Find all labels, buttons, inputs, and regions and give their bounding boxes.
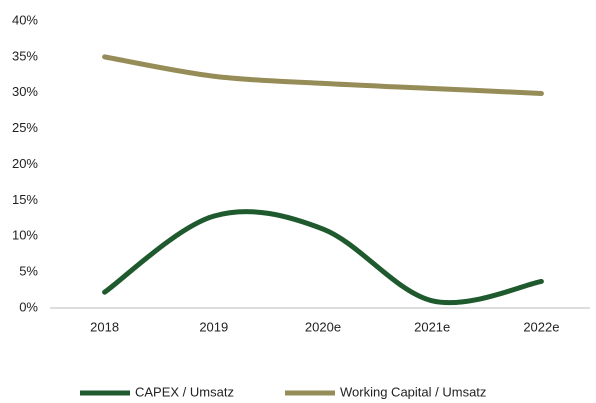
x-tick-label: 2018 bbox=[90, 319, 119, 334]
y-tick-label: 25% bbox=[12, 120, 38, 135]
y-tick-label: 20% bbox=[12, 156, 38, 171]
x-tick-label: 2021e bbox=[414, 319, 450, 334]
x-tick-label: 2019 bbox=[199, 319, 228, 334]
y-tick-label: 30% bbox=[12, 84, 38, 99]
x-tick-label: 2022e bbox=[523, 319, 559, 334]
y-tick-label: 5% bbox=[19, 264, 38, 279]
y-tick-label: 10% bbox=[12, 228, 38, 243]
y-tick-label: 0% bbox=[19, 299, 38, 314]
legend-label: CAPEX / Umsatz bbox=[135, 384, 234, 399]
series-line bbox=[102, 54, 544, 96]
y-tick-label: 40% bbox=[12, 12, 38, 27]
y-tick-label: 35% bbox=[12, 48, 38, 63]
x-tick-label: 2020e bbox=[305, 319, 341, 334]
y-tick-label: 15% bbox=[12, 192, 38, 207]
series-line bbox=[102, 209, 544, 306]
legend-label: Working Capital / Umsatz bbox=[340, 384, 486, 399]
